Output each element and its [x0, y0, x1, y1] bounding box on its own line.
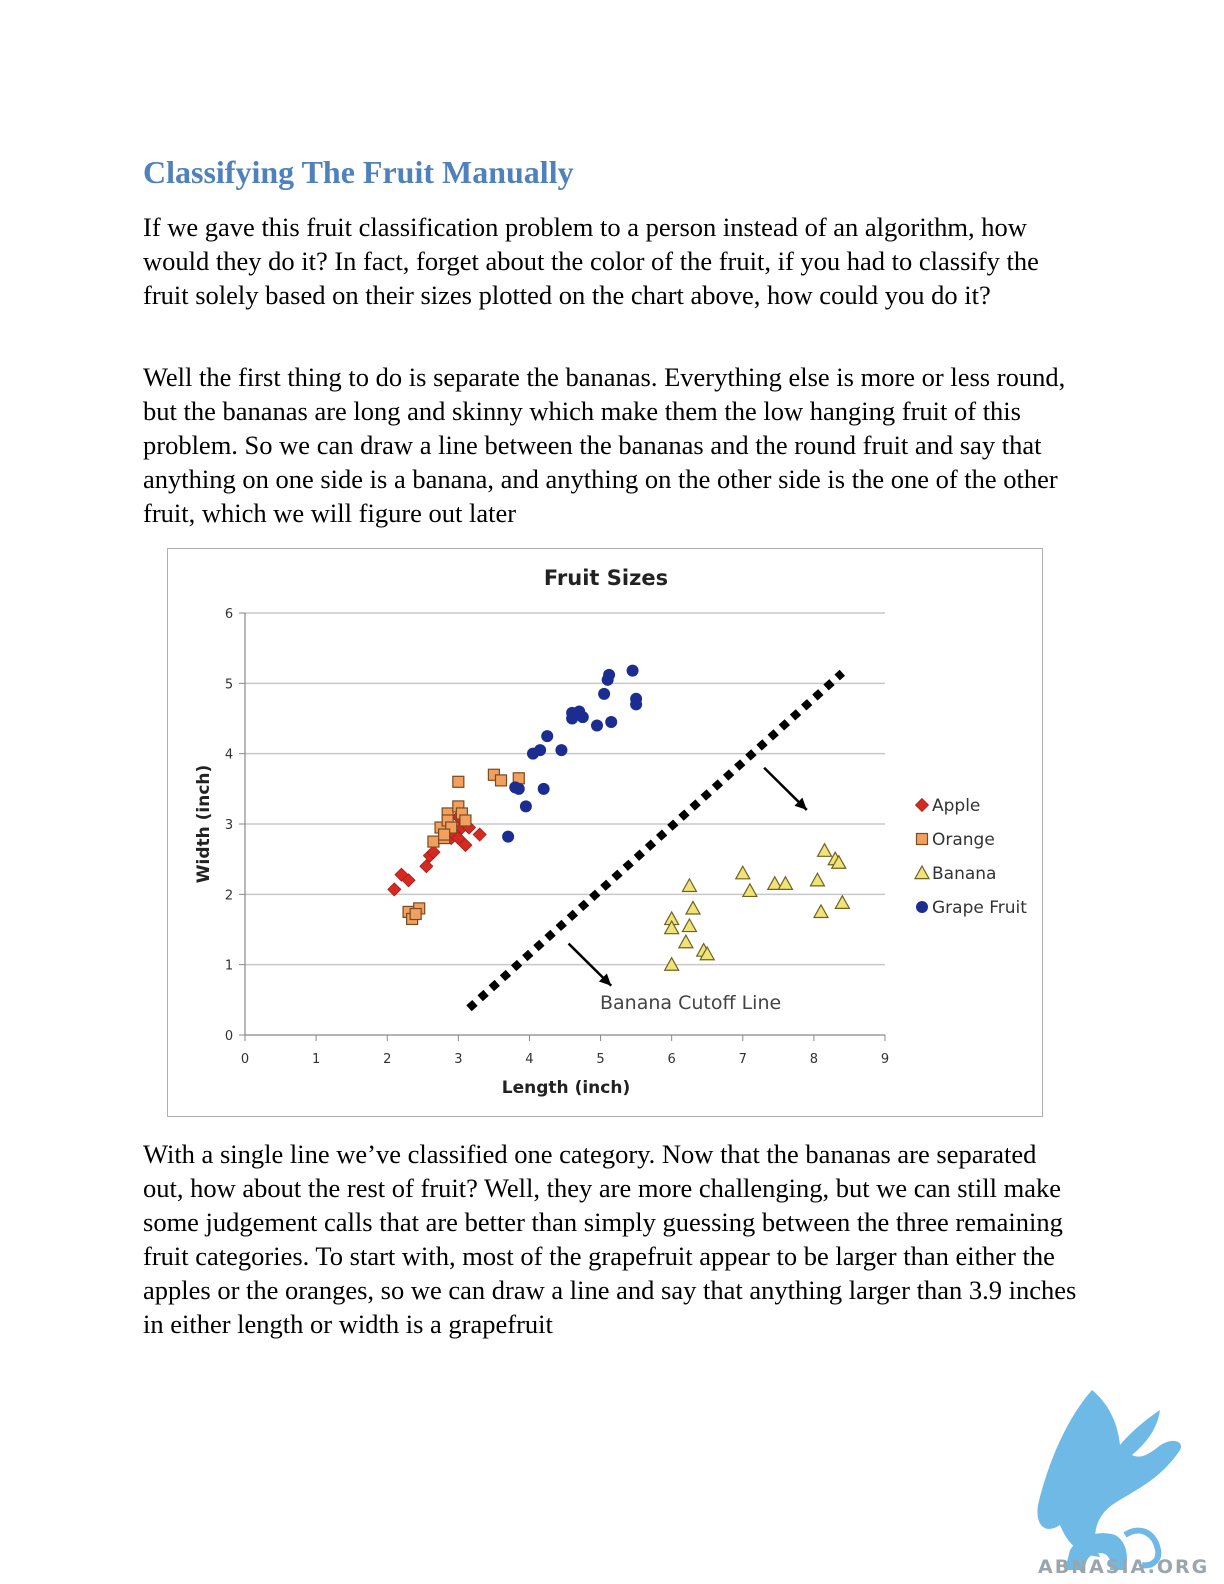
- y-tick-label: 4: [225, 748, 233, 763]
- orange-point: [459, 814, 472, 827]
- grape-fruit-point: [591, 719, 603, 732]
- grape-fruit-point: [512, 782, 525, 795]
- banana-point: [734, 864, 751, 880]
- grape-fruit-point: [537, 782, 550, 795]
- banana-cutoff-line: [466, 669, 846, 1012]
- legend-marker-orange: [915, 832, 929, 846]
- banana-point: [681, 877, 698, 893]
- y-tick-label: 3: [225, 818, 233, 833]
- y-tick-label: 0: [225, 1029, 233, 1044]
- banana-point: [699, 945, 716, 961]
- grape-fruit-point: [502, 830, 515, 843]
- arrow-to-label-head: [598, 973, 612, 986]
- legend-marker-banana: [913, 864, 931, 880]
- grape-fruit-point: [576, 711, 589, 724]
- apple-point: [387, 882, 402, 897]
- orange-point: [427, 835, 440, 848]
- fruit-sizes-chart: Fruit Sizes 0 1 2 3 4 5 6 0 1 2 3 4 5 6 7 8 9 Apple Orang…: [167, 548, 1043, 1117]
- grape-fruit-point: [598, 687, 611, 700]
- orange-point: [494, 774, 508, 787]
- banana-point: [741, 882, 758, 898]
- apple-point: [401, 873, 416, 888]
- banana-point: [684, 900, 702, 915]
- cutoff-line-label: Banana Cutoff Line: [600, 992, 781, 1014]
- x-tick-label: 4: [525, 1052, 533, 1067]
- x-tick-label: 5: [596, 1052, 604, 1067]
- orange-point: [445, 821, 458, 834]
- banana-point: [677, 933, 694, 949]
- grape-fruit-point: [630, 692, 643, 705]
- apple-point: [451, 831, 466, 846]
- apple-point: [419, 859, 434, 874]
- arrow-to-banana-side-head: [794, 797, 807, 810]
- orange-point: [409, 907, 422, 921]
- watermark-text: ABNASIA.ORG: [1038, 1556, 1210, 1578]
- apple-point: [426, 845, 441, 860]
- grape-fruit-point: [519, 800, 532, 813]
- x-tick-label: 9: [881, 1052, 889, 1067]
- legend-label-grape-fruit: Grape Fruit: [932, 898, 1027, 918]
- x-tick-label: 7: [739, 1052, 747, 1067]
- legend-label-orange: Orange: [932, 830, 995, 850]
- axes: 0 1 2 3 4 5 6 0 1 2 3 4 5 6 7 8 9: [225, 607, 889, 1067]
- banana-point: [809, 872, 826, 887]
- x-tick-label: 1: [312, 1052, 320, 1067]
- y-tick-label: 6: [225, 607, 233, 622]
- apple-point: [458, 838, 473, 853]
- y-axis-title: Width (inch): [194, 765, 214, 884]
- paragraph-grapefruit: With a single line we’ve classified one …: [143, 1139, 1077, 1339]
- paragraph-intro: If we gave this fruit classification pro…: [143, 212, 1039, 310]
- banana-point: [830, 854, 847, 869]
- grape-fruit-point: [603, 668, 616, 681]
- legend-marker-grape-fruit: [916, 901, 928, 913]
- banana-point: [812, 903, 830, 919]
- banana-point: [816, 842, 833, 857]
- section-heading: Classifying The Fruit Manually: [143, 154, 574, 190]
- banana-point: [777, 875, 794, 890]
- y-tick-label: 1: [225, 959, 233, 974]
- x-axis-title: Length (inch): [502, 1078, 630, 1098]
- gridlines: [245, 612, 885, 966]
- x-tick-label: 8: [810, 1052, 818, 1067]
- grape-fruit-point: [555, 744, 568, 757]
- banana-point: [834, 894, 851, 909]
- grape-fruit-point: [626, 664, 639, 677]
- orange-point: [452, 775, 465, 788]
- paragraph-banana-separation: Well the first thing to do is separate t…: [143, 362, 1066, 528]
- banana-point: [766, 875, 783, 890]
- griffin-logo-icon: [1037, 1390, 1181, 1570]
- banana-point: [663, 919, 680, 935]
- x-tick-label: 0: [241, 1052, 249, 1067]
- x-tick-label: 2: [383, 1052, 391, 1067]
- banana-point: [663, 956, 680, 971]
- chart-title: Fruit Sizes: [544, 566, 668, 590]
- grape-fruit-point: [605, 716, 618, 729]
- x-tick-label: 3: [454, 1052, 462, 1067]
- cutoff-dotted-line: [466, 669, 846, 1012]
- y-tick-label: 2: [225, 888, 233, 903]
- x-tick-label: 6: [668, 1052, 676, 1067]
- legend-marker-apple: [914, 797, 930, 813]
- y-tick-label: 5: [225, 677, 233, 692]
- orange-point: [438, 828, 451, 841]
- grape-fruit-point: [534, 744, 547, 757]
- grape-fruit-point: [541, 730, 554, 743]
- legend-label-apple: Apple: [932, 796, 980, 816]
- legend: Apple Orange Banana Grape Fruit: [913, 796, 1027, 918]
- scatter-plot: Fruit Sizes 0 1 2 3 4 5 6 0 1 2 3 4 5 6 7 8 9 Apple Orang…: [194, 566, 1027, 1098]
- legend-label-banana: Banana: [932, 864, 996, 884]
- apple-point: [472, 827, 487, 842]
- banana-point: [681, 917, 698, 933]
- data-points: [387, 664, 851, 971]
